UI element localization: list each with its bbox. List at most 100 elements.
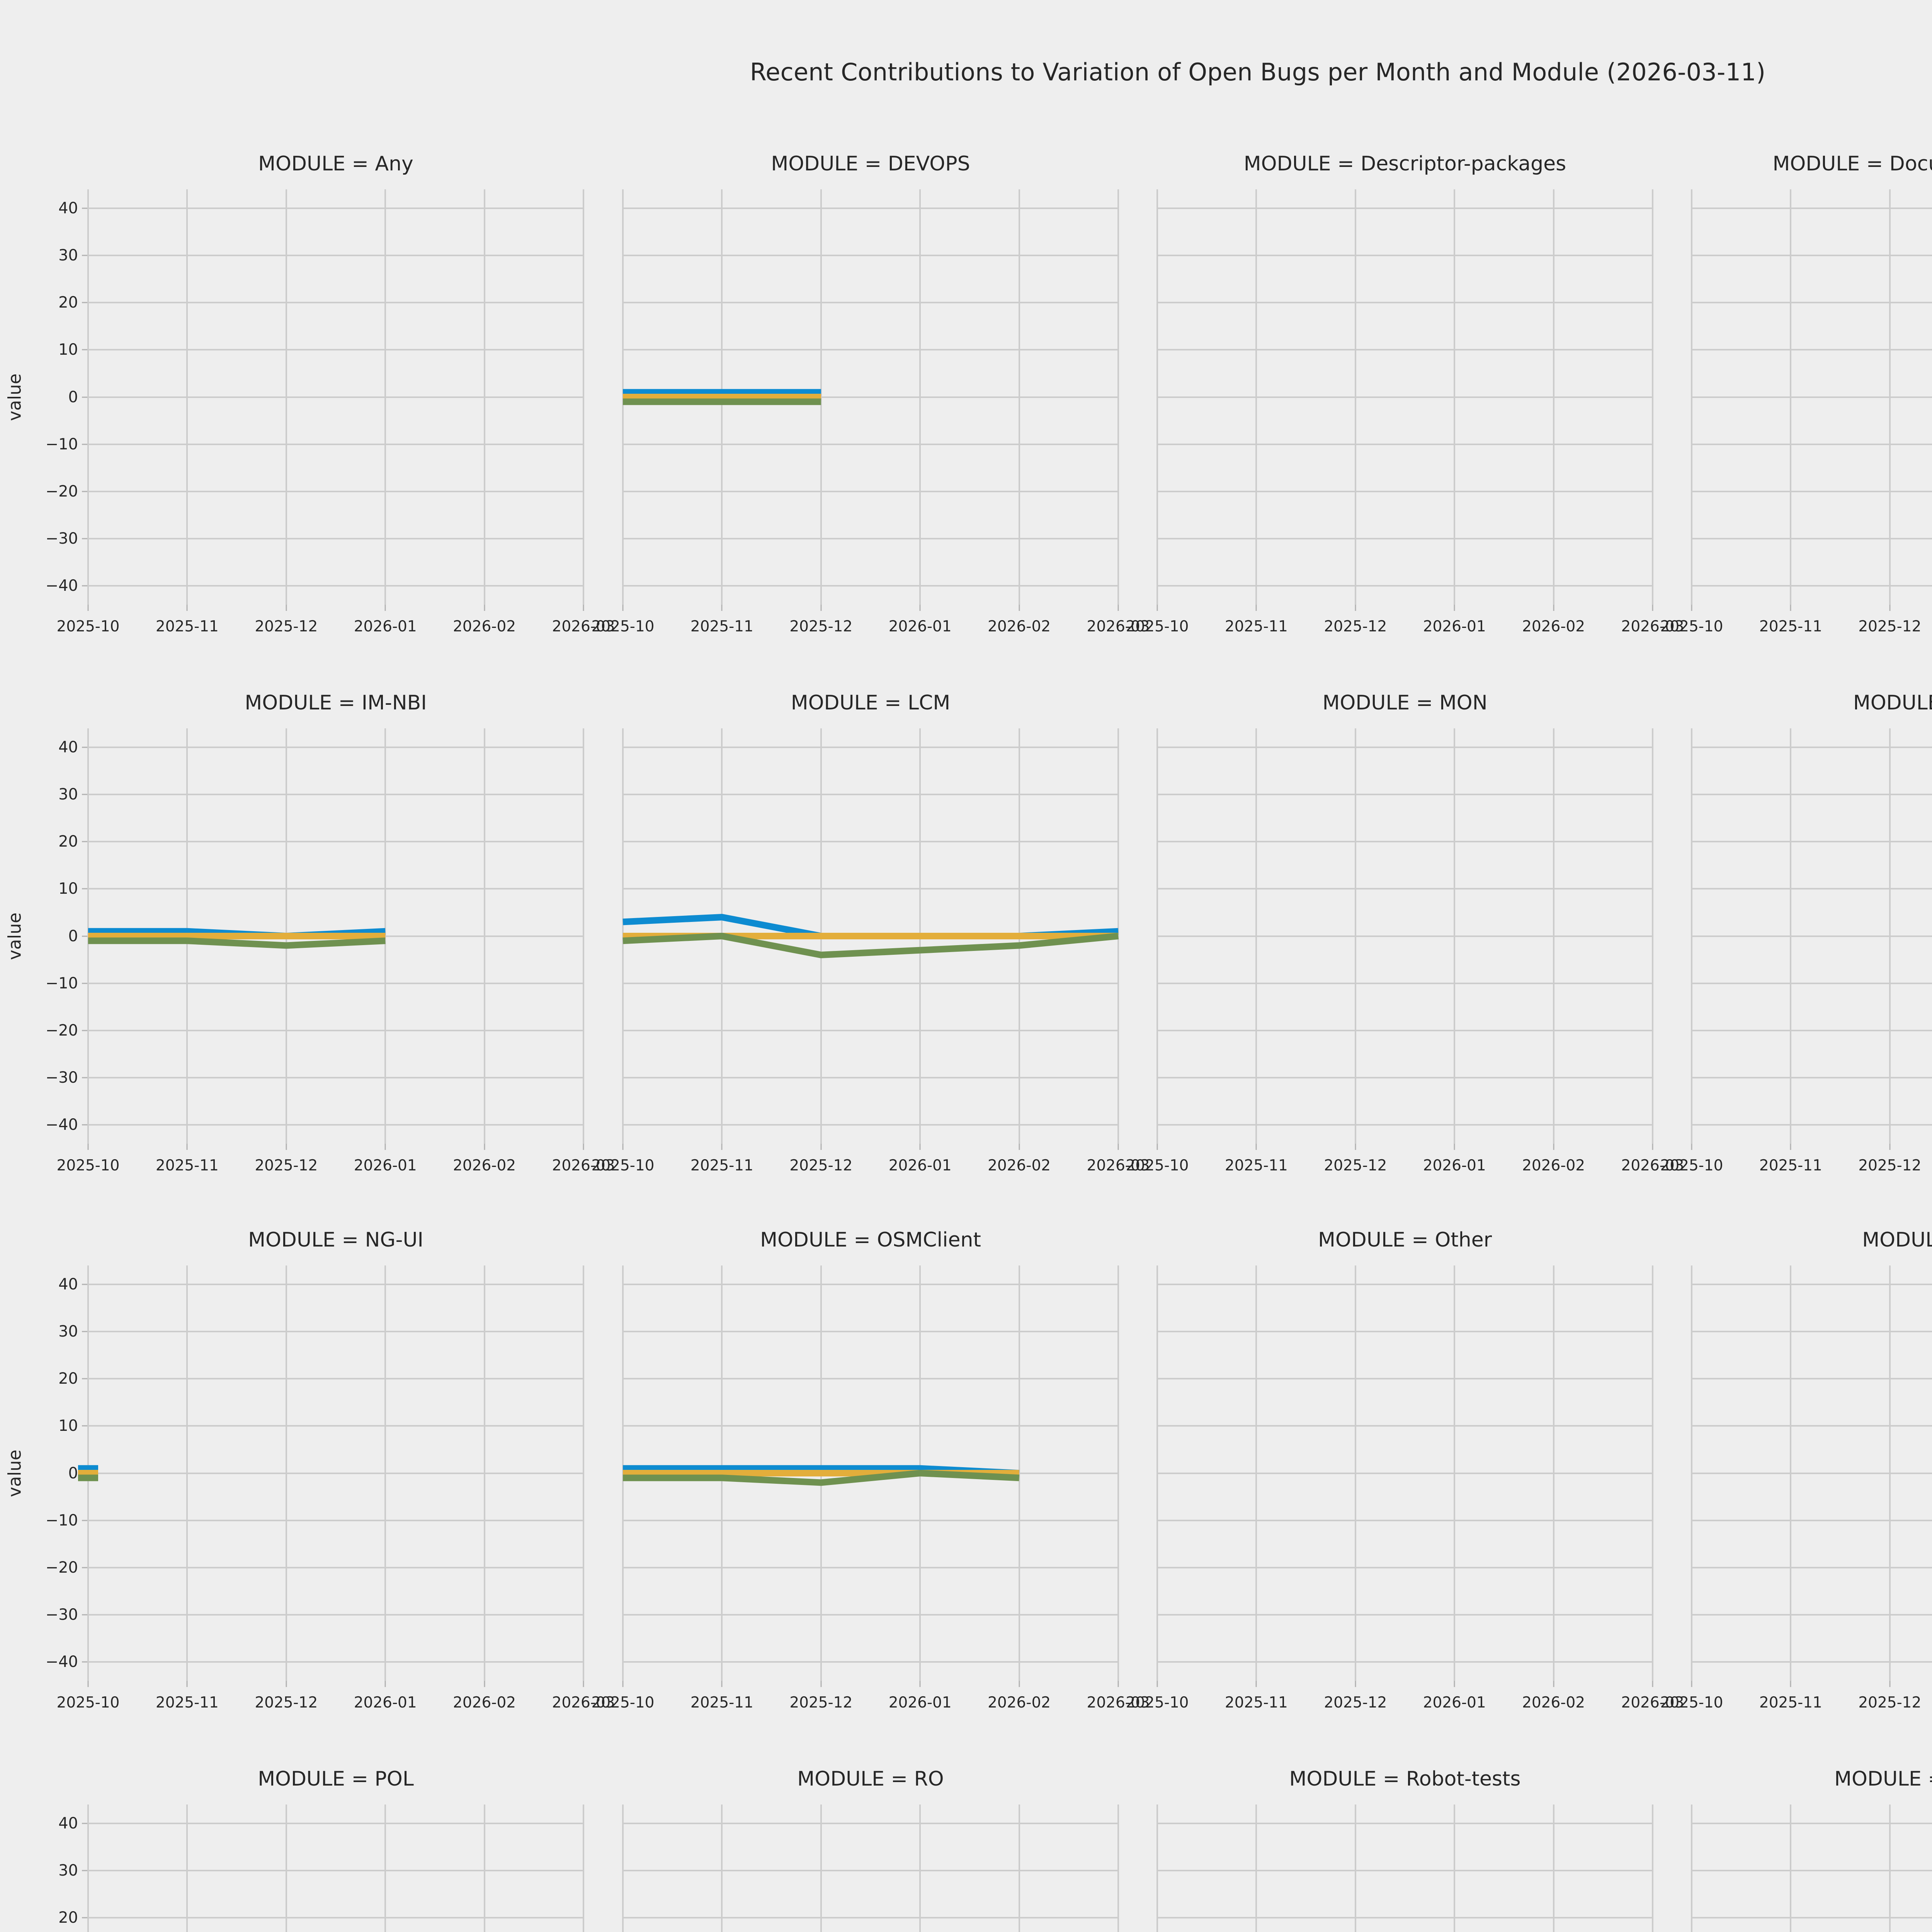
y-tick-mark [82,794,88,795]
x-tick-mark [1255,605,1257,611]
x-tick-label: 2026-02 [988,618,1051,635]
x-tick-mark [1889,1681,1891,1687]
gridline-vertical [1790,728,1792,1144]
gridline-vertical [1553,728,1554,1144]
y-tick-mark [82,1331,88,1332]
y-tick-label: 0 [68,927,78,945]
x-tick-mark [622,1681,624,1687]
series-layer [78,1465,98,1481]
x-tick-mark [1691,1681,1692,1687]
gridline-horizontal [1157,490,1653,492]
plot-area: 2025-102025-112025-122026-012026-022026-… [622,1804,1119,1932]
gridline-horizontal [1692,349,1932,351]
gridline-horizontal [1157,207,1653,209]
facet-descriptor-packages: MODULE = Descriptor-packages 2025-10 2025-… [1126,152,1684,667]
gridline-horizontal [88,1425,583,1427]
gridline-horizontal [1157,1077,1653,1078]
gridline-vertical [87,189,89,605]
gridline-horizontal [88,255,583,257]
x-tick-mark [286,605,287,611]
x-tick-mark [721,605,723,611]
x-tick-mark [721,1681,723,1687]
x-tick-mark [1117,605,1119,611]
gridline-vertical [1354,189,1356,605]
gridline-horizontal [88,1283,583,1285]
x-tick-mark [1691,605,1692,611]
gridline-horizontal [1692,302,1932,304]
y-tick-label: 30 [58,1323,78,1341]
series-layer [622,914,1119,958]
gridline-vertical [483,728,485,1144]
x-tick-label: 2025-11 [1759,1694,1822,1711]
gridline-horizontal [88,1331,583,1333]
gridline-horizontal [1157,935,1653,937]
facet-robot-tests: MODULE = Robot-tests 2025-102025-112025-1… [1156,1767,1653,1932]
gridline-vertical [1691,1265,1692,1681]
x-tick-label: 2025-12 [255,618,318,635]
gridline-vertical [1652,1804,1653,1932]
x-tick-label: 2026-02 [453,1157,516,1174]
x-tick-mark [919,1144,921,1150]
gridline-vertical [285,1265,287,1681]
gridline-horizontal [1692,1425,1932,1427]
x-tick-label: 2025-12 [1858,1694,1922,1711]
x-tick-label: 2026-01 [1423,1157,1486,1174]
x-tick-mark [622,1144,624,1150]
gridline-horizontal [1157,1283,1653,1285]
gridline-horizontal [1157,585,1653,587]
gridline-horizontal [88,1472,583,1474]
gridline-horizontal [623,1425,1118,1427]
gridline-vertical [1889,1265,1891,1681]
gridline-horizontal [1157,1425,1653,1427]
gridline-vertical [1553,1804,1554,1932]
gridline-horizontal [1692,1870,1932,1872]
series-layer [1692,189,1932,605]
y-tick-label: −20 [45,1021,78,1039]
gridline-horizontal [1692,746,1932,748]
x-tick-label: 2025-11 [690,1694,753,1711]
x-tick-label: 2025-11 [155,618,219,635]
x-tick-mark [1355,1144,1356,1150]
y-tick-label: 30 [58,1862,78,1880]
gridline-vertical [1156,1804,1158,1932]
x-tick-label: 2025-10 [1660,618,1723,635]
facet-pla: MODULE = PLA2025-102025-112025-122026-01… [1660,1228,1932,1743]
x-tick-label: 2025-12 [255,1694,318,1711]
facet-devops: MODULE = DEVOPS 2025-10 2025-11 2025-12 2026… [592,152,1150,667]
gridline-horizontal [1692,1917,1932,1919]
plot-area: 2025-102025-112025-122026-012026-022026-… [1156,1804,1653,1932]
gridline-vertical [1117,1804,1119,1932]
gridline-horizontal [1157,888,1653,890]
x-tick-label: 2025-12 [1324,618,1387,635]
gridline-horizontal [88,1566,583,1568]
gridline-horizontal [623,255,1118,257]
facet-title: MODULE = Descriptor-packages [1243,152,1566,175]
y-tick-mark [82,1378,88,1379]
x-tick-mark [1652,605,1653,611]
gridline-vertical [1354,1265,1356,1681]
x-tick-label: 2025-12 [255,1157,318,1174]
series-layer [88,189,583,605]
facet-ng-ui: MODULE = NG-UI 40 30 20 10 0 −10 −20 −30 −40 2025-… [5,1228,615,1743]
gridline-horizontal [88,1661,583,1663]
x-tick-label: 2025-11 [690,1157,753,1174]
gridline-vertical [1790,189,1792,605]
y-tick-mark [82,255,88,256]
facet-any: MODULE = Any 40 30 20 10 0 −10 −20 −30 −40 2025-10… [5,152,615,667]
y-tick-label: −30 [45,1068,78,1087]
x-tick-label: 2026-03 [1621,1694,1684,1711]
gridline-horizontal [623,302,1118,304]
gridline-horizontal [623,490,1118,492]
gridline-horizontal [88,349,583,351]
x-tick-mark [820,1681,822,1687]
y-tick-label: −20 [45,1558,78,1577]
facet-title: MODULE = Documentation / Wiki [1772,152,1932,175]
x-tick-mark [484,1144,485,1150]
y-tick-mark [82,935,88,937]
series-layer [623,389,821,405]
x-tick-mark [1652,1681,1653,1687]
gridline-horizontal [623,794,1118,796]
x-tick-mark [1553,605,1554,611]
